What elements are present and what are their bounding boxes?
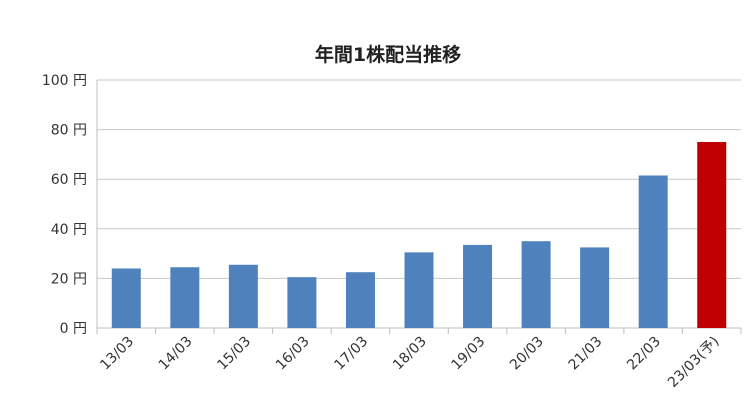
x-tick-label: 22/03 xyxy=(624,334,664,374)
y-tick-label: 20 円 xyxy=(51,271,87,287)
bar-9 xyxy=(638,175,668,328)
y-tick-label: 60 円 xyxy=(51,172,87,188)
x-tick-label: 21/03 xyxy=(566,334,606,374)
bar-4 xyxy=(345,272,375,328)
bar-7 xyxy=(521,241,551,328)
y-tick-label: 80 円 xyxy=(51,123,87,139)
bar-8 xyxy=(580,247,610,328)
bar-2 xyxy=(228,264,258,328)
chart-title: 年間1株配当推移 xyxy=(314,44,462,66)
gridlines xyxy=(97,79,741,279)
bar-10 xyxy=(697,142,727,328)
y-tick-label: 40 円 xyxy=(51,222,87,238)
y-tick-labels: 0 円 20 円 40 円 60 円 80 円 100 円 xyxy=(42,73,87,337)
x-tick-label: 19/03 xyxy=(449,334,489,374)
x-tick-label: 18/03 xyxy=(390,334,430,374)
x-tick-label: 13/03 xyxy=(97,334,137,374)
x-tick-label: 23/03(予) xyxy=(665,334,722,391)
bar-3 xyxy=(287,277,317,328)
bars xyxy=(111,142,727,328)
x-tick-label: 17/03 xyxy=(331,334,371,374)
x-tick-label: 16/03 xyxy=(273,334,313,374)
x-tick-label: 15/03 xyxy=(214,334,254,374)
bar-1 xyxy=(170,267,200,328)
y-tick-label: 100 円 xyxy=(42,73,87,89)
bar-0 xyxy=(111,268,141,328)
x-tick-label: 20/03 xyxy=(507,334,547,374)
x-tick-labels: 13/03 14/03 15/03 16/03 17/03 18/03 19/03 20/03… xyxy=(97,334,722,391)
bar-5 xyxy=(404,252,434,328)
bar-6 xyxy=(463,244,493,328)
y-tick-label: 0 円 xyxy=(60,321,87,337)
x-tick-label: 14/03 xyxy=(156,334,196,374)
